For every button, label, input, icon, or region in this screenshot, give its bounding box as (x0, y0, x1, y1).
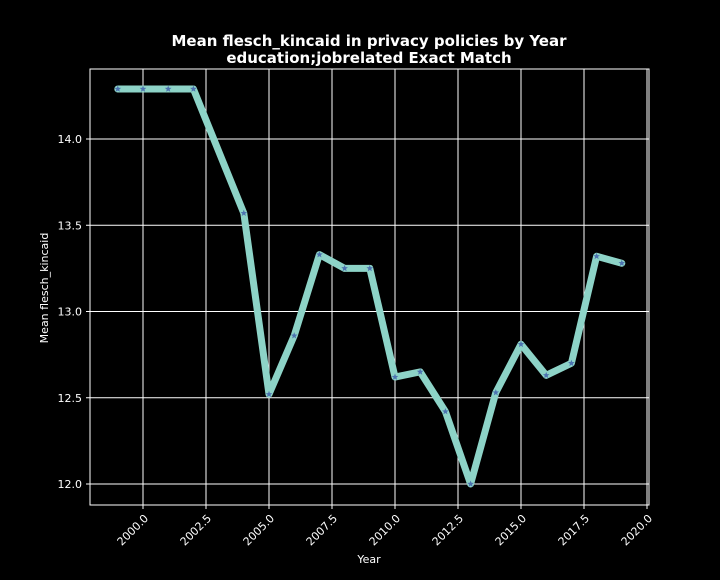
data-point (139, 85, 147, 92)
plot-frame (89, 68, 650, 506)
data-point (618, 259, 626, 267)
x-tick-label: 2002.5 (178, 512, 214, 548)
series-layer (114, 85, 626, 488)
data-point (240, 209, 248, 217)
tick-labels: 2000.0 2002.5 2005.0 2007.5 2010.0 2012.5 2015… (58, 133, 656, 548)
chart-title: Mean flesch_kincaid in privacy policies … (171, 32, 567, 50)
data-point (467, 480, 474, 487)
x-axis-label: Year (356, 553, 381, 566)
data-point (442, 408, 449, 415)
data-point (568, 359, 575, 367)
data-point (366, 264, 374, 272)
data-point (542, 371, 550, 379)
x-tick-label: 2015.0 (493, 512, 529, 548)
grid (90, 69, 649, 505)
y-tick-label: 13.5 (58, 219, 83, 232)
data-point (265, 390, 273, 398)
data-point (164, 85, 172, 92)
x-tick-label: 2000.0 (115, 512, 151, 548)
y-tick-label: 12.0 (58, 478, 83, 491)
data-point (190, 85, 197, 92)
x-tick-label: 2005.0 (241, 512, 277, 548)
data-point (316, 251, 323, 258)
chart-subtitle: education;jobrelated Exact Match (226, 49, 511, 67)
x-tick-label: 2020.0 (619, 512, 655, 548)
y-tick-label: 13.0 (58, 306, 83, 319)
x-tick-label: 2012.5 (430, 512, 466, 548)
data-point (492, 389, 500, 396)
data-point (517, 340, 525, 348)
x-tick-label: 2010.0 (367, 512, 403, 548)
data-point (114, 85, 122, 92)
data-point (391, 373, 399, 380)
y-axis-label: Mean flesch_kincaid (38, 233, 51, 344)
data-point (593, 252, 600, 260)
x-tick-label: 2007.5 (304, 512, 340, 548)
y-tick-label: 12.5 (58, 392, 83, 405)
data-point (341, 264, 348, 272)
y-tick-label: 14.0 (58, 133, 83, 146)
series-line (114, 85, 626, 488)
x-tick-label: 2017.5 (556, 512, 592, 548)
data-point (416, 368, 424, 375)
data-point (290, 332, 298, 339)
